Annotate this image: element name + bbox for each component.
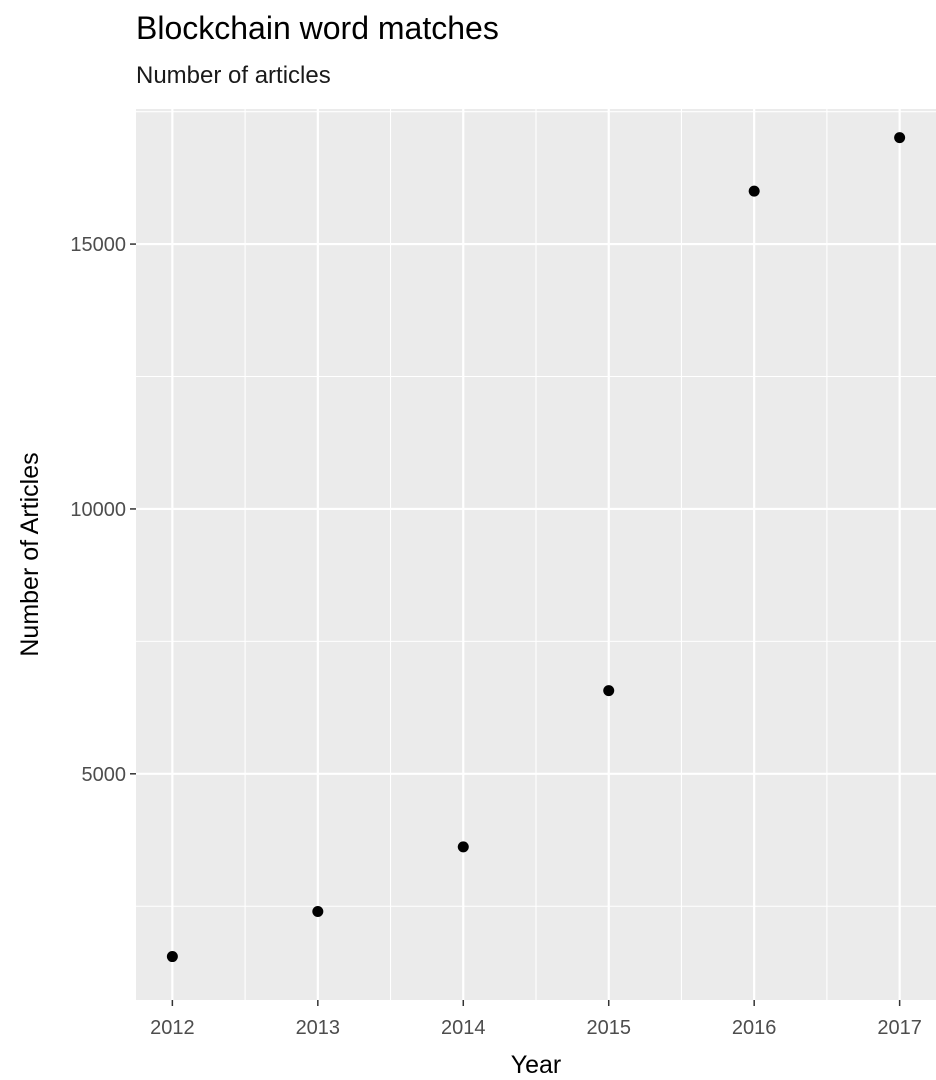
data-point (457, 841, 469, 853)
data-point (312, 906, 324, 918)
x-tick-label: 2017 (877, 1017, 922, 1039)
x-tick-label: 2015 (586, 1017, 631, 1039)
y-axis: 5000 10000 15000 (70, 234, 136, 786)
data-point (748, 185, 760, 197)
x-tick-label: 2012 (150, 1017, 195, 1039)
data-point (894, 132, 906, 144)
data-point (166, 951, 178, 963)
y-tick-label: 5000 (82, 764, 127, 786)
x-tick-label: 2016 (732, 1017, 777, 1039)
y-tick-label: 15000 (70, 234, 126, 256)
x-tick-label: 2014 (441, 1017, 486, 1039)
data-points (166, 132, 906, 963)
x-tick-label: 2013 (296, 1017, 341, 1039)
major-grid (136, 109, 936, 1000)
chart-title: Blockchain word matches (136, 10, 499, 46)
y-axis-title: Number of Articles (16, 452, 44, 656)
chart-subtitle: Number of articles (136, 62, 331, 89)
x-axis-title: Year (511, 1051, 562, 1079)
minor-grid (136, 109, 936, 1000)
y-tick-label: 10000 (70, 499, 126, 521)
x-axis: 2012 2013 2014 2015 2016 2017 (150, 1000, 922, 1039)
data-point (603, 685, 615, 697)
